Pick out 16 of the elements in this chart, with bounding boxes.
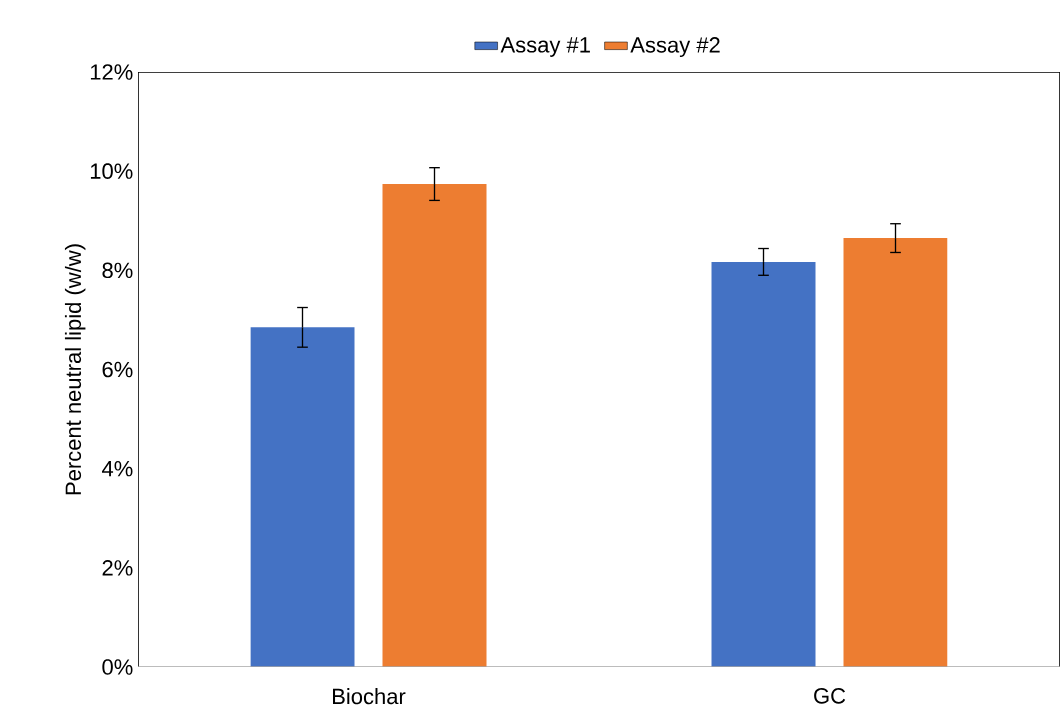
y-tick-label: 10% [90,163,133,179]
x-tick-label: Biochar [333,688,406,705]
bar [843,238,948,667]
x-tick-label: GC [814,688,846,704]
y-tick-label: 2% [102,560,133,576]
y-tick-label: 4% [101,460,133,477]
bar [250,327,355,667]
y-tick-label: 12% [90,64,133,80]
y-tick-label: 8% [102,262,133,279]
y-tick-label: 6% [102,361,133,378]
y-axis-title: Percent neutral lipid (w/w) [64,244,86,495]
bar [382,184,487,667]
bar [711,261,816,667]
y-tick-label: 0% [102,659,133,675]
legend-label: Assay #1 [500,37,590,57]
legend-label: Assay #2 [630,37,720,58]
